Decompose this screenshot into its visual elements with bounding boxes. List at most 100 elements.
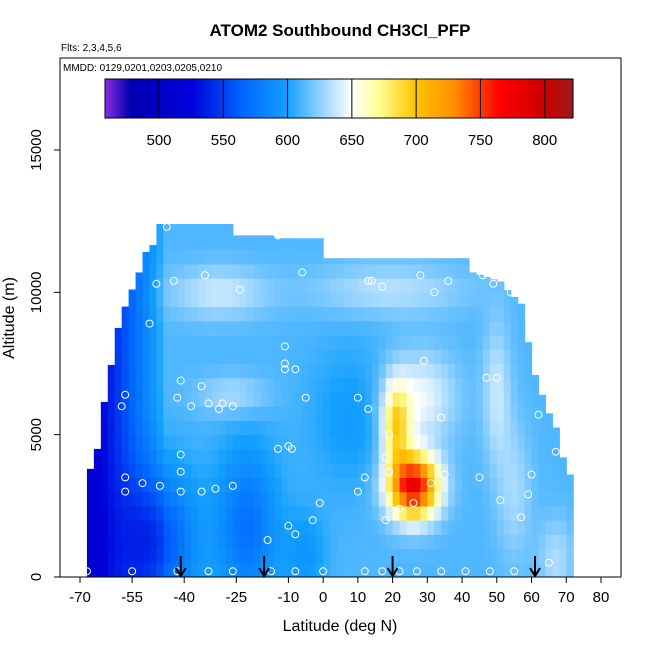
heatmap-cell	[427, 491, 435, 507]
heatmap-cell	[350, 448, 359, 464]
heatmap-cell	[482, 349, 491, 365]
heatmap-cell	[86, 491, 95, 507]
heatmap-cell	[184, 548, 192, 564]
heatmap-cell	[434, 391, 442, 407]
heatmap-cell	[399, 448, 408, 464]
sample-point	[385, 396, 394, 405]
heatmap-cell	[350, 335, 359, 350]
profile-arrow	[529, 556, 541, 578]
heatmap-cell	[524, 548, 533, 564]
heatmap-cell	[93, 463, 102, 478]
heatmap-cell	[267, 406, 276, 422]
heatmap-cell	[121, 420, 130, 436]
heatmap-cell	[385, 477, 394, 493]
heatmap-cell	[343, 320, 352, 336]
heatmap-cell	[281, 505, 289, 521]
heatmap-cell	[246, 320, 255, 336]
heatmap-cell	[267, 420, 276, 436]
heatmap-cell	[177, 448, 185, 464]
heatmap-cell	[371, 258, 380, 265]
heatmap-cell	[330, 292, 338, 308]
heatmap-cell	[260, 391, 269, 407]
heatmap-cell	[413, 278, 421, 293]
heatmap-cell	[371, 520, 380, 535]
heatmap-cell	[357, 463, 366, 478]
heatmap-cell	[225, 335, 234, 350]
heatmap-cell	[274, 463, 283, 478]
heatmap-cell	[302, 391, 310, 407]
heatmap-cell	[337, 463, 345, 478]
heatmap-cell	[191, 548, 199, 564]
heatmap-cell	[135, 448, 144, 464]
heatmap-cell	[364, 562, 373, 577]
heatmap-cell	[149, 434, 158, 450]
heatmap-cell	[357, 477, 366, 493]
heatmap-cell	[156, 235, 164, 251]
heatmap-cell	[225, 249, 234, 265]
heatmap-cell	[309, 434, 317, 450]
heatmap-cell	[128, 548, 137, 564]
heatmap-cell	[225, 320, 234, 336]
heatmap-cell	[295, 420, 303, 436]
heatmap-cell	[475, 548, 484, 564]
heatmap-cell	[406, 306, 415, 322]
heatmap-cell	[86, 520, 95, 535]
heatmap-cell	[205, 520, 213, 535]
heatmap-cell	[295, 349, 303, 365]
heatmap-cell	[253, 349, 262, 365]
heatmap-cell	[267, 249, 276, 265]
heatmap-cell	[337, 477, 345, 493]
heatmap-cell	[406, 534, 415, 550]
sample-point	[444, 276, 453, 285]
heatmap-cell	[309, 491, 317, 507]
heatmap-cell	[343, 434, 352, 450]
sample-point	[430, 288, 439, 297]
heatmap-cell	[253, 363, 262, 379]
heatmap-cell	[343, 505, 352, 521]
heatmap-cell	[281, 238, 289, 251]
heatmap-cell	[420, 491, 428, 507]
heatmap-cell	[323, 477, 331, 493]
heatmap-cell	[205, 320, 213, 336]
heatmap-cell	[538, 562, 547, 577]
heatmap-cell	[357, 534, 366, 550]
heatmap-cell	[170, 263, 178, 279]
heatmap-cell	[309, 548, 317, 564]
heatmap-cell	[246, 548, 255, 564]
heatmap-cell	[191, 477, 199, 493]
x-tick-label: -70	[69, 589, 91, 606]
heatmap-cell	[302, 363, 310, 379]
heatmap-cell	[350, 548, 359, 564]
heatmap-cell	[260, 505, 269, 521]
heatmap-cell	[427, 377, 435, 393]
heatmap-cell	[566, 477, 574, 493]
heatmap-cell	[267, 349, 276, 365]
heatmap-cell	[211, 235, 220, 251]
heatmap-cell	[260, 420, 269, 436]
heatmap-cell	[114, 335, 123, 350]
heatmap-cell	[475, 477, 484, 493]
heatmap-cell	[364, 477, 373, 493]
heatmap-cell	[205, 391, 213, 407]
heatmap-cell	[343, 463, 352, 478]
heatmap-cell	[323, 434, 331, 450]
heatmap-cell	[177, 224, 185, 236]
heatmap-cell	[503, 434, 512, 450]
heatmap-cell	[503, 406, 512, 422]
heatmap-cell	[302, 562, 310, 577]
heatmap-cell	[566, 474, 574, 478]
heatmap-cell	[198, 491, 206, 507]
heatmap-cell	[357, 391, 366, 407]
sample-point	[308, 516, 317, 525]
heatmap-cell	[128, 534, 137, 550]
heatmap-cell	[364, 420, 373, 436]
heatmap-cell	[489, 292, 498, 308]
heatmap-cell	[323, 491, 331, 507]
heatmap-cell	[503, 306, 512, 322]
heatmap-cell	[489, 406, 498, 422]
x-tick-label: -10	[278, 589, 300, 606]
heatmap-cell	[93, 548, 102, 564]
heatmap-cell	[357, 491, 366, 507]
heatmap-cell	[552, 463, 560, 478]
heatmap-cell	[399, 463, 408, 478]
